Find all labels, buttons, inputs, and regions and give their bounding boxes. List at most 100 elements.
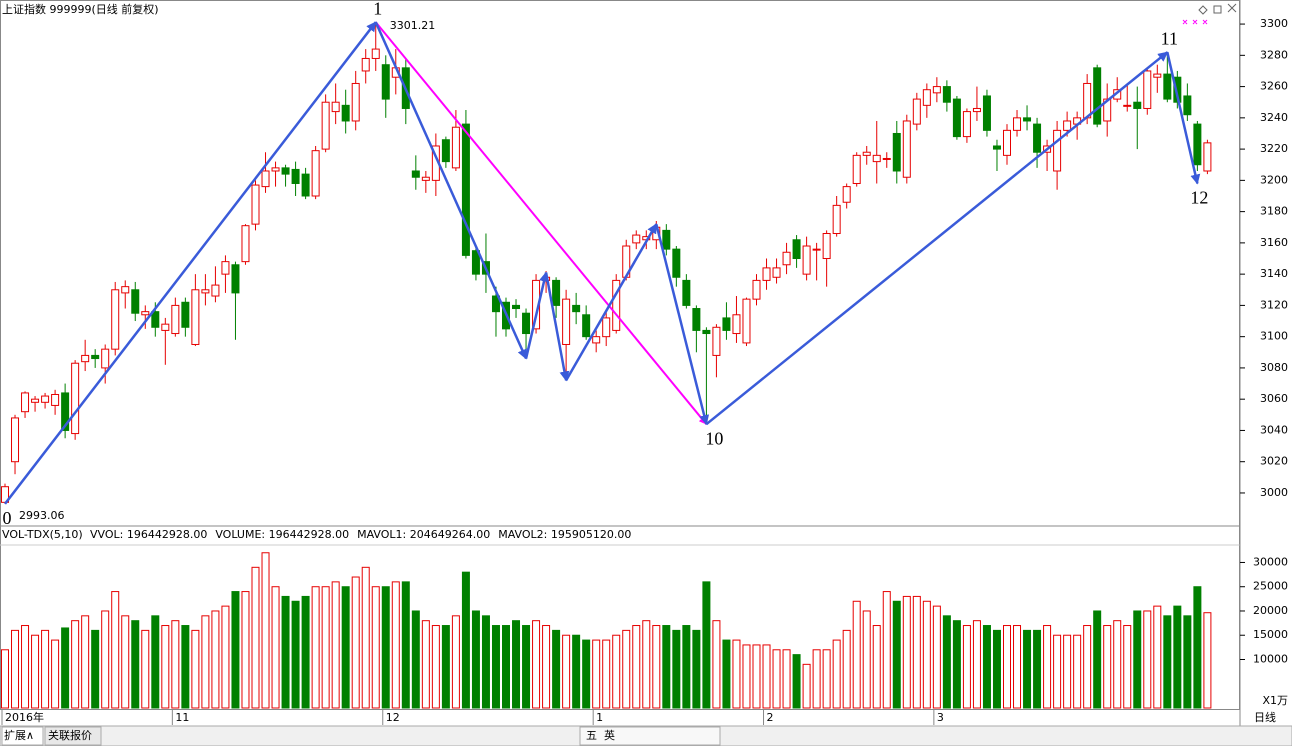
volume-bar — [592, 639, 601, 709]
volume-bar — [822, 649, 831, 709]
tab-label[interactable]: 关联报价 — [48, 728, 92, 742]
volume-bar — [1113, 620, 1122, 709]
volume-bar — [321, 586, 330, 709]
candle-body — [31, 398, 40, 403]
candle-body — [852, 154, 861, 184]
candle-body — [612, 279, 621, 331]
candle-body — [732, 314, 741, 335]
volume-bar — [722, 639, 731, 709]
y-tick-label: 3220 — [1260, 142, 1288, 155]
wave-label: 1 — [373, 0, 382, 18]
volume-bar — [211, 610, 220, 709]
candle-body — [411, 170, 420, 178]
volume-bar — [1133, 610, 1142, 709]
volume-bar — [441, 625, 450, 709]
candle-body — [1203, 142, 1212, 172]
y-tick-label: 3180 — [1260, 205, 1288, 218]
candle-body — [381, 64, 390, 100]
volume-bar — [1003, 625, 1011, 709]
y-tick-label: 10000 — [1253, 652, 1288, 665]
period-label[interactable]: 日线 — [1254, 710, 1276, 724]
y-tick-label: 3140 — [1260, 267, 1288, 280]
volume-bar — [1083, 625, 1092, 709]
candle-body — [1023, 117, 1032, 122]
candle-body — [992, 145, 1001, 150]
x-tick-label: 2 — [767, 711, 774, 724]
volume-bar — [1043, 625, 1052, 709]
volume-bar — [491, 625, 500, 709]
y-tick-label: 3000 — [1260, 486, 1288, 499]
volume-bar — [381, 586, 390, 709]
candle-body — [311, 150, 320, 197]
y-tick-label: 30000 — [1253, 555, 1288, 568]
y-tick-label: 3240 — [1260, 111, 1288, 124]
candle-body — [902, 120, 911, 178]
price-label: 3301.21 — [390, 19, 436, 32]
volume-bar — [1153, 605, 1162, 709]
wave-label: 0 — [3, 508, 12, 528]
candle-body — [131, 289, 140, 314]
volume-bar — [682, 625, 691, 709]
candle-body — [512, 304, 521, 310]
y-tick-label: 3200 — [1260, 173, 1288, 186]
tab-label[interactable]: 扩展∧ — [4, 728, 34, 742]
toolbar-button[interactable]: 五 — [586, 729, 597, 742]
chart-title: 上证指数 999999(日线 前复权) — [2, 2, 159, 16]
volume-bar — [271, 586, 280, 709]
candle-body — [231, 264, 240, 294]
candle-body — [572, 304, 581, 313]
toolbar-button[interactable]: 英 — [604, 728, 615, 742]
volume-bar — [81, 615, 90, 709]
volume-bar — [832, 639, 841, 709]
candle-body — [772, 267, 781, 278]
candle-body — [51, 393, 60, 406]
candle-body — [331, 101, 340, 113]
trend-line — [374, 21, 708, 425]
tab[interactable] — [44, 726, 102, 746]
volume-bar — [181, 625, 190, 709]
candle-body — [1093, 67, 1102, 125]
candle-body — [1063, 120, 1072, 131]
candle-body — [1193, 123, 1202, 166]
volume-bar — [421, 620, 430, 709]
y-tick-label: 3020 — [1260, 455, 1288, 468]
candle-body — [602, 317, 611, 338]
candle-body — [81, 354, 90, 363]
candle-body — [271, 167, 280, 172]
candle-body — [1153, 73, 1162, 78]
y-tick-label: 3100 — [1260, 330, 1288, 343]
candle-body — [672, 248, 681, 278]
volume-bar — [572, 634, 581, 709]
candle-body — [1173, 76, 1182, 103]
candle-body — [942, 86, 951, 103]
volume-bar — [11, 629, 20, 709]
candle-body — [882, 157, 891, 160]
volume-bar — [41, 629, 50, 709]
price-label: 2993.06 — [19, 509, 65, 522]
y-tick-label: 3060 — [1260, 392, 1288, 405]
candle-body — [1143, 70, 1152, 109]
wave-label: 10 — [705, 428, 723, 448]
volume-bar — [852, 600, 861, 709]
volume-bar — [461, 571, 470, 709]
wave-arrow — [655, 223, 710, 426]
volume-bar — [191, 629, 200, 709]
volume-bar — [31, 634, 40, 709]
candle-body — [1013, 117, 1022, 131]
volume-bar — [1093, 610, 1102, 709]
volume-bar — [1033, 629, 1042, 709]
volume-bar — [762, 644, 771, 709]
volume-bar — [1, 649, 9, 709]
volume-bar — [481, 615, 490, 709]
volume-bar — [1023, 629, 1032, 709]
y-tick-label: 20000 — [1253, 604, 1288, 617]
volume-bar — [1173, 605, 1182, 709]
volume-bar — [101, 610, 110, 709]
y-tick-label: 3280 — [1260, 48, 1288, 61]
tab[interactable] — [1, 726, 44, 746]
volume-bar — [171, 620, 180, 709]
legend-entry: MAVOL2: 195905120.00 — [498, 528, 631, 541]
volume-bar — [782, 649, 791, 709]
candle-body — [41, 395, 50, 403]
